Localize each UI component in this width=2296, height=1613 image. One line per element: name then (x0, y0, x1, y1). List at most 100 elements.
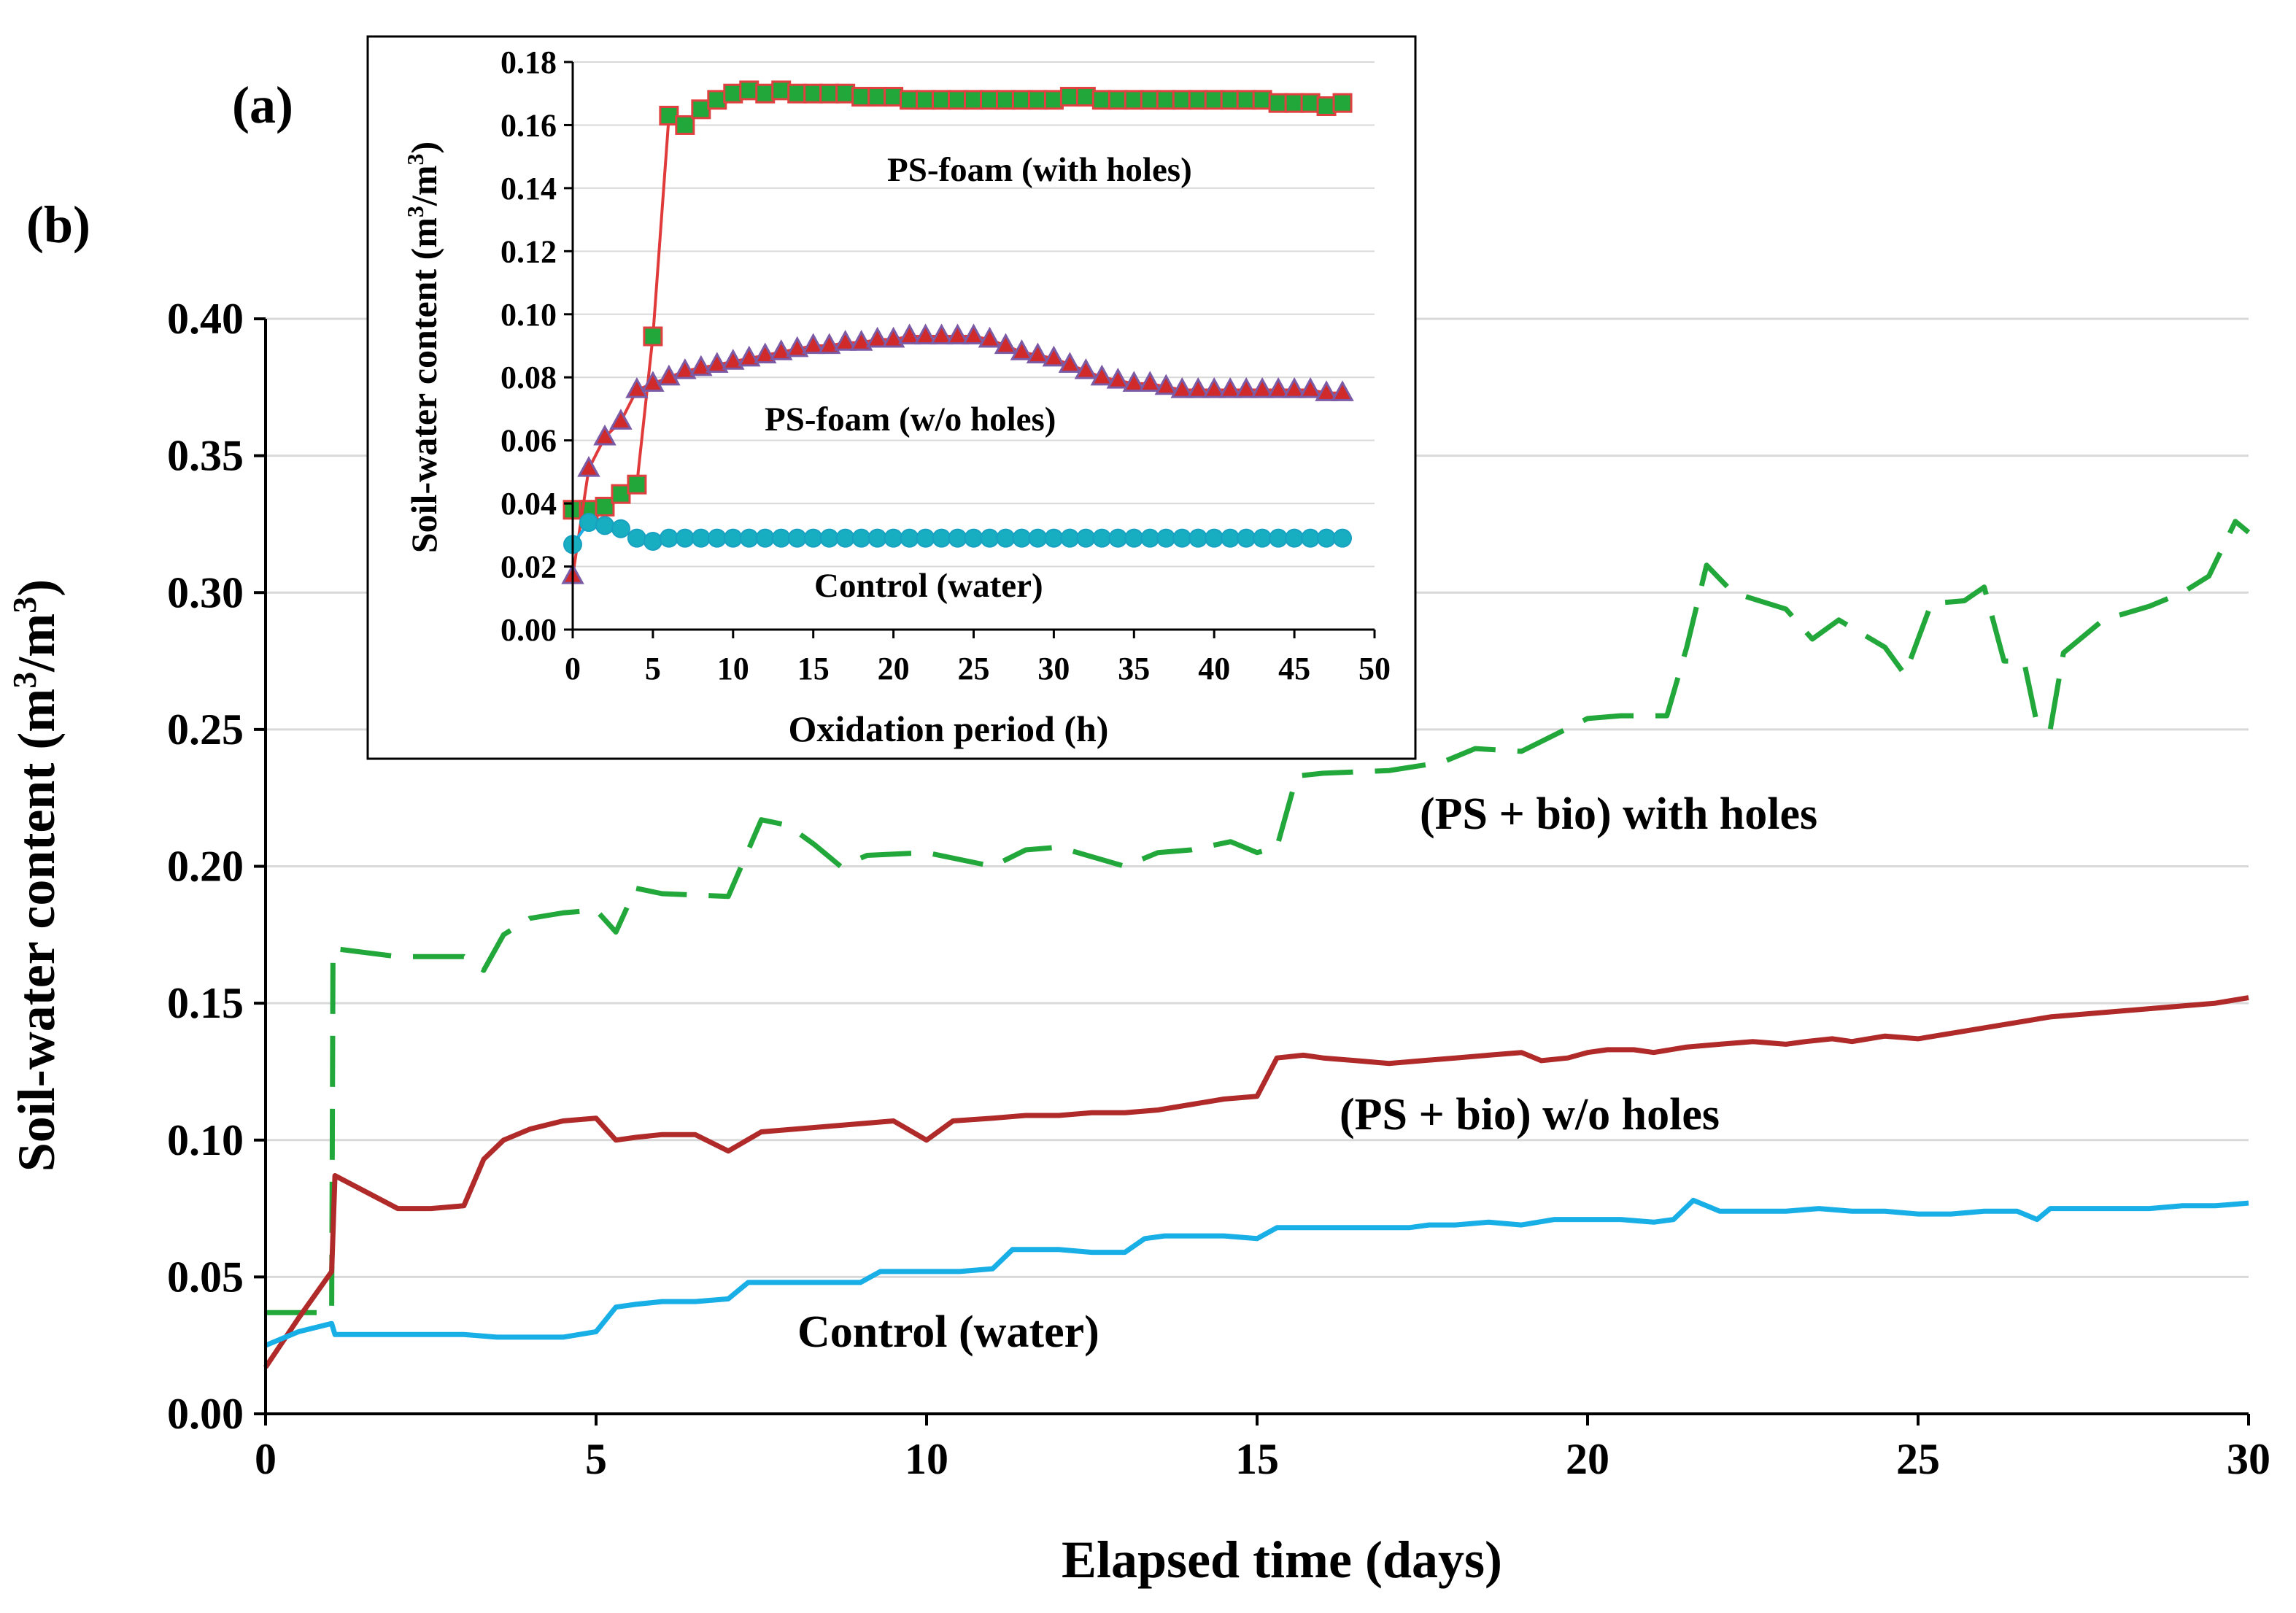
inset-triangle-marker (754, 342, 777, 364)
inset-triangle-marker (577, 456, 600, 477)
inset-circle-marker (980, 528, 1000, 548)
inset-triangle-marker (1218, 376, 1242, 398)
inset-label-control-water: Control (water) (814, 567, 1043, 605)
inset-circle-marker (932, 528, 951, 548)
inset-circle-marker (996, 528, 1016, 548)
main-x-tick-label: 15 (1235, 1435, 1279, 1483)
inset-square-marker (1043, 90, 1064, 110)
inset-axes (564, 61, 1376, 638)
inset-triangle-marker (1026, 342, 1050, 364)
inset-triangle-marker (1122, 371, 1146, 392)
label-ps-bio-with-holes: (PS + bio) with holes (1420, 789, 1817, 839)
inset-circle-marker (835, 528, 855, 548)
inset-square-marker (659, 105, 679, 125)
inset-circle-marker (867, 528, 887, 548)
inset-circle-marker (1012, 528, 1032, 548)
inset-circle-marker (1221, 528, 1240, 548)
inset-triangle-marker (865, 326, 889, 348)
main-y-tick-label: 0.00 (167, 1390, 244, 1438)
main-x-tick-label: 20 (1566, 1435, 1609, 1483)
inset-square-marker (1284, 93, 1304, 113)
inset-square-marker (723, 83, 743, 104)
inset-circle-marker (1092, 528, 1112, 548)
inset-square-marker (1091, 90, 1112, 110)
inset-triangle-marker (1138, 371, 1162, 392)
main-y-tick-label: 0.40 (167, 295, 244, 343)
inset-circle-marker (916, 528, 935, 548)
inset-circle-marker (1060, 528, 1080, 548)
inset-square-marker (1220, 90, 1240, 110)
inset-y-tick-labels: 0.00 0.02 0.04 0.06 0.08 0.10 0.12 0.14 0.16 0.18 (500, 45, 557, 648)
inset-label-ps-foam-with-holes: PS-foam (with holes) (887, 151, 1192, 189)
inset-square-marker (611, 484, 631, 504)
inset-triangle-marker (833, 330, 857, 351)
inset-series-1-markers (561, 323, 1354, 584)
main-y-tick-label: 0.25 (167, 705, 244, 754)
inset-square-marker (675, 115, 695, 135)
main-x-tick-label: 5 (585, 1435, 607, 1483)
inset-circle-marker (723, 528, 743, 548)
inset-circle-marker (1253, 528, 1272, 548)
inset-y-tick-label: 0.02 (500, 549, 557, 585)
inset-square-marker (1172, 90, 1192, 110)
inset-triangle-marker (929, 323, 954, 345)
inset-circle-marker (675, 528, 695, 548)
inset-circle-marker (900, 528, 919, 548)
inset-y-tick-label: 0.04 (500, 486, 557, 522)
inset-x-tick-label: 0 (565, 651, 581, 686)
inset-label-ps-foam-without-holes: PS-foam (w/o holes) (765, 401, 1056, 438)
inset-x-tick-label: 5 (645, 651, 661, 686)
inset-square-marker (884, 87, 904, 107)
inset-triangle-marker (657, 364, 681, 386)
inset-circle-marker (755, 528, 775, 548)
inset-y-tick-label: 0.10 (500, 297, 557, 333)
inset-circle-marker (1285, 528, 1304, 548)
inset-y-tick-label: 0.14 (500, 171, 557, 206)
inset-circle-marker (1172, 528, 1192, 548)
inset-circle-marker (787, 528, 807, 548)
inset-triangle-marker (1186, 376, 1210, 398)
inset-square-marker (900, 90, 920, 110)
inset-triangle-marker (946, 323, 970, 345)
main-chart: 0.00 0.05 0.10 0.15 0.20 0.25 0.30 0.35 0.40 0 5 1… (6, 196, 2271, 1589)
inset-circle-marker (691, 528, 711, 548)
inset-x-axis-title: Oxidation period (h) (789, 708, 1109, 749)
inset-square-marker (771, 80, 792, 101)
inset-triangle-marker (849, 330, 873, 351)
inset-triangle-marker (801, 333, 825, 355)
inset-square-marker (979, 90, 1000, 110)
inset-square-marker (1188, 90, 1208, 110)
inset-square-marker (916, 90, 936, 110)
inset-circle-marker (579, 513, 598, 533)
inset-square-marker (1124, 90, 1144, 110)
inset-square-marker (643, 326, 663, 347)
inset-circle-marker (948, 528, 967, 548)
inset-triangle-marker (978, 326, 1002, 348)
inset-circle-marker (1333, 528, 1353, 548)
main-x-tick-labels: 0 5 10 15 20 25 30 (255, 1435, 2270, 1483)
inset-y-tick-label: 0.12 (500, 233, 557, 269)
inset-triangle-marker (625, 376, 649, 398)
inset-triangle-marker (1042, 345, 1066, 367)
inset-triangle-marker (897, 323, 921, 345)
inset-square-marker (739, 80, 759, 101)
inset-circle-marker (1140, 528, 1160, 548)
inset-square-marker (1332, 93, 1353, 113)
inset-x-tick-label: 35 (1118, 651, 1150, 686)
inset-series-2-markers (563, 513, 1353, 554)
inset-circle-marker (851, 528, 871, 548)
label-ps-bio-without-holes: (PS + bio) w/o holes (1340, 1090, 1720, 1140)
inset-triangle-marker (881, 326, 905, 348)
main-y-tick-label: 0.20 (167, 843, 244, 891)
inset-square-marker (1108, 90, 1128, 110)
inset-triangle-marker (722, 349, 745, 370)
inset-x-tick-label: 25 (958, 651, 990, 686)
inset-circle-marker (1269, 528, 1288, 548)
inset-triangle-marker (1010, 339, 1034, 360)
main-x-tick-label: 10 (905, 1435, 948, 1483)
inset-square-marker (1252, 90, 1272, 110)
inset-circle-marker (1301, 528, 1321, 548)
inset-triangle-marker (1074, 358, 1098, 379)
inset-y-tick-label: 0.18 (500, 45, 557, 80)
main-y-axis-title: Soil-water content (m3/m3) (6, 579, 66, 1172)
